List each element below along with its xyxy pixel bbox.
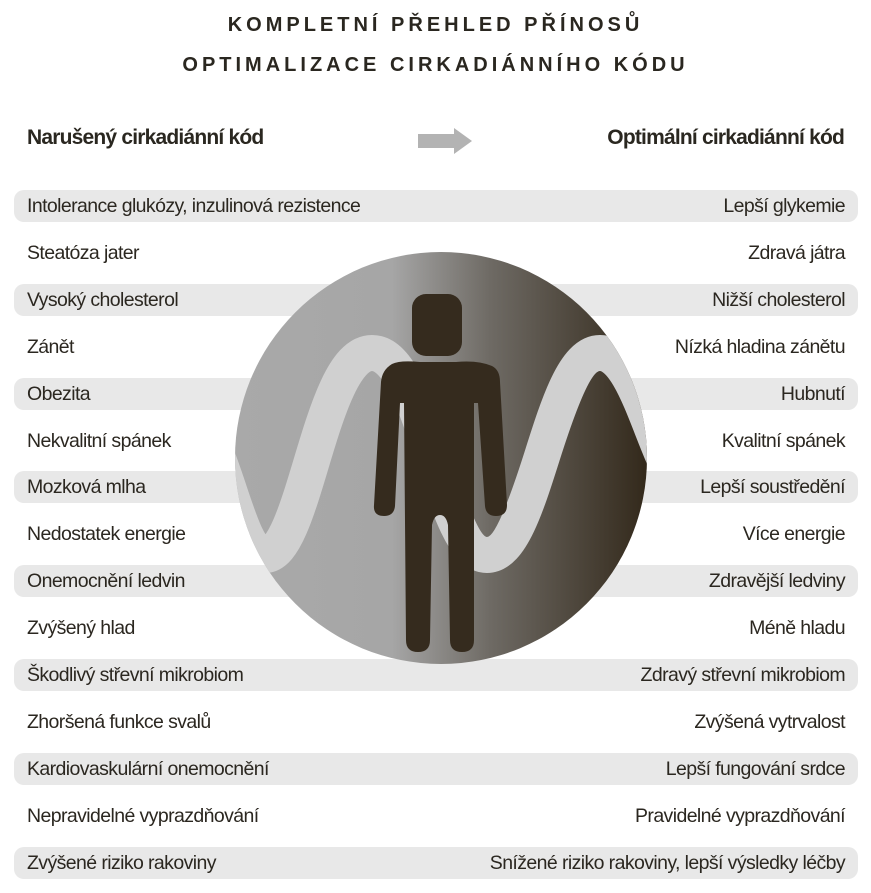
header-optimal: Optimální cirkadiánní kód [607, 126, 845, 149]
list-row: Zvýšené riziko rakoviny Snížené riziko ra… [14, 846, 858, 879]
list-row: Intolerance glukózy, inzulinová rezisten… [14, 190, 858, 222]
disrupted-item: Onemocnění ledvin [27, 570, 185, 593]
optimal-item: Snížené riziko rakoviny, lepší výsledky … [489, 851, 846, 874]
optimal-item: Nižší cholesterol [712, 288, 845, 311]
optimal-item: Zdravý střevní mikrobiom [640, 664, 846, 686]
optimal-item: Lepší glykemie [723, 195, 845, 217]
optimal-item: Hubnutí [780, 382, 846, 405]
list-row: Steatóza jater Zdravá játra [14, 237, 858, 269]
disrupted-item: Zvýšený hlad [27, 617, 135, 640]
list-row: Nepravidelné vyprazdňování Pravidelné vyp… [14, 800, 858, 832]
disrupted-item: Kardiovaskulární onemocnění [27, 757, 269, 780]
disrupted-item: Nedostatek energie [27, 523, 186, 546]
optimal-item: Lepší fungování srdce [665, 757, 846, 780]
optimal-item: Pravidelné vyprazdňování [635, 804, 846, 827]
list-row: Zánět Nízká hladina zánětu [14, 331, 858, 363]
disrupted-item: Zánět [27, 335, 74, 358]
list-row: Škodlivý střevní mikrobiom Zdravý střevní… [14, 659, 858, 691]
disrupted-item: Steatóza jater [27, 241, 140, 264]
disrupted-item: Nekvalitní spánek [27, 429, 171, 452]
list-row: Kardiovaskulární onemocnění Lepší fungová… [14, 752, 858, 785]
title-line-1: KOMPLETNÍ PŘEHLED PŘÍNOSŮ [227, 14, 644, 36]
optimal-item: Zvýšená vytrvalost [694, 710, 845, 733]
title-line-2: OPTIMALIZACE CIRKADIÁNNÍHO KÓDU [182, 54, 689, 76]
list-row: Zhoršená funkce svalů Zvýšená vytrvalost [14, 706, 858, 738]
optimal-item: Lepší soustředění [700, 476, 845, 499]
optimal-item: Více energie [742, 523, 846, 546]
optimal-item: Nízká hladina zánětu [674, 335, 846, 358]
header-disrupted: Narušený cirkadiánní kód [27, 126, 264, 149]
optimal-item: Méně hladu [749, 617, 846, 640]
list-row: Nedostatek energie Více energie [14, 518, 858, 550]
disrupted-item: Intolerance glukózy, inzulinová rezisten… [27, 195, 361, 217]
optimal-item: Zdravější ledviny [708, 570, 846, 593]
optimal-item: Zdravá játra [748, 241, 845, 264]
arrow-right-icon [418, 128, 472, 154]
optimal-item: Kvalitní spánek [721, 429, 846, 452]
disrupted-item: Mozková mlha [27, 476, 146, 499]
disrupted-item: Zhoršená funkce svalů [27, 710, 211, 733]
disrupted-item: Škodlivý střevní mikrobiom [27, 664, 244, 686]
list-row: Zvýšený hlad Méně hladu [14, 612, 858, 644]
list-row: Nekvalitní spánek Kvalitní spánek [14, 425, 858, 457]
disrupted-item: Zvýšené riziko rakoviny [27, 851, 216, 874]
disrupted-item: Vysoký cholesterol [27, 288, 179, 311]
disrupted-item: Obezita [27, 382, 91, 405]
person-icon [373, 294, 507, 652]
disrupted-item: Nepravidelné vyprazdňování [27, 804, 259, 827]
